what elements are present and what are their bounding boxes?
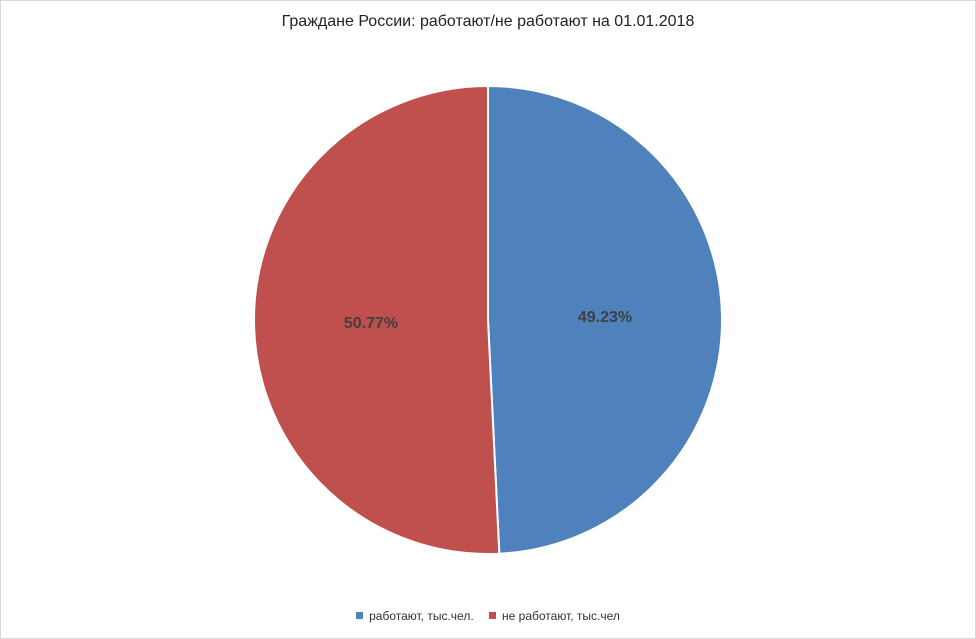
legend-swatch-not-working <box>489 612 497 620</box>
pie-slice-not-working <box>252 84 501 555</box>
data-label-not-working: 50.77% <box>344 315 398 332</box>
legend: работают, тыс.чел. не работают, тыс.чел <box>0 609 976 623</box>
legend-label-not-working: не работают, тыс.чел <box>502 609 620 623</box>
pie-slice-working <box>487 84 723 555</box>
legend-label-working: работают, тыс.чел. <box>369 609 474 623</box>
legend-item-working: работают, тыс.чел. <box>356 609 474 623</box>
data-label-working: 49.23% <box>578 309 632 326</box>
legend-item-not-working: не работают, тыс.чел <box>489 609 620 623</box>
legend-swatch-working <box>356 612 364 620</box>
chart-title: Граждане России: работают/не работают на… <box>281 13 695 30</box>
